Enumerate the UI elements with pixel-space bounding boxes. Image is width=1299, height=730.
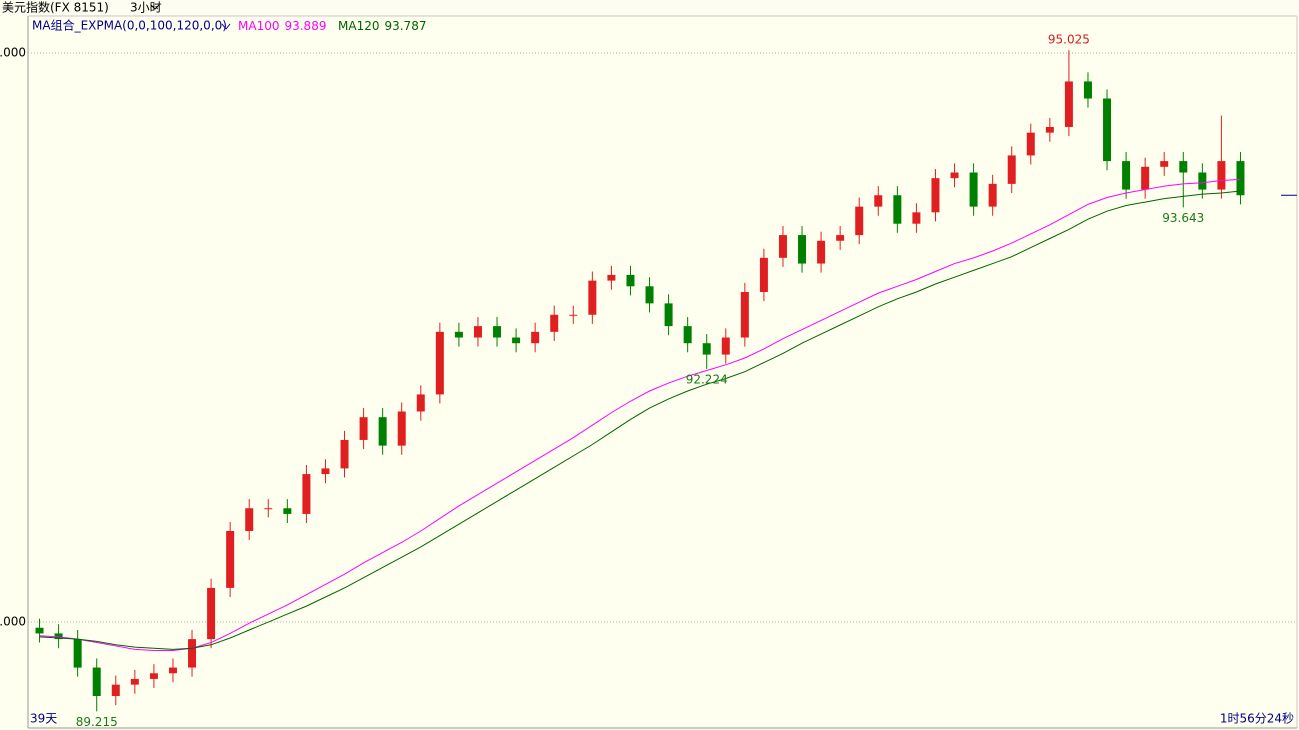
candle-body — [607, 274, 616, 281]
candle-body — [111, 684, 120, 697]
candle-body — [1083, 81, 1092, 99]
candle-body — [1026, 132, 1035, 156]
candle-body — [855, 206, 864, 236]
candle-body — [588, 280, 597, 315]
candle-body — [702, 343, 711, 355]
candle-body — [1217, 161, 1226, 190]
y-tick-label: 90.000 — [0, 615, 26, 629]
period-chevron[interactable] — [150, 4, 160, 10]
candle-body — [321, 468, 330, 475]
candle-body — [188, 639, 197, 668]
indicator-chevron[interactable] — [221, 23, 231, 30]
ma-line — [39, 178, 1241, 651]
candle-body — [950, 172, 959, 179]
candle-body — [340, 439, 349, 469]
candle-body — [1122, 161, 1131, 190]
legend-name: MA120 — [338, 19, 379, 33]
candle-body — [1236, 161, 1245, 196]
candle-body — [435, 331, 444, 395]
candle-body — [493, 326, 502, 338]
low-label: 92.224 — [686, 372, 728, 386]
candle-body — [1045, 126, 1054, 133]
candle-body — [1103, 98, 1112, 162]
candle-body — [893, 195, 902, 224]
high-label: 95.025 — [1048, 33, 1090, 47]
candle-body — [1064, 81, 1073, 127]
candle-body — [264, 508, 273, 510]
candle-body — [35, 627, 44, 634]
candle-body — [531, 331, 540, 344]
low-label: 93.643 — [1162, 211, 1204, 225]
candle-body — [168, 667, 177, 674]
candle-body — [207, 587, 216, 640]
period-select[interactable]: 3小时 — [130, 1, 162, 15]
candle-body — [1198, 172, 1207, 190]
candle-body — [645, 286, 654, 304]
candle-body — [836, 235, 845, 241]
chart-title: 美元指数(FX 8151) — [2, 0, 109, 15]
legend-entry: MA100 93.889 — [238, 19, 326, 33]
candle-body — [969, 172, 978, 207]
candle-body — [1179, 161, 1188, 173]
candle-body — [874, 195, 883, 207]
candle-body — [626, 274, 635, 287]
candle-body — [1141, 166, 1150, 190]
candle-body — [817, 240, 826, 264]
candle-body — [416, 394, 425, 412]
candle-body — [988, 183, 997, 207]
legend-entry: MA120 93.787 — [338, 19, 426, 33]
candle-body — [130, 678, 139, 685]
candle-body — [226, 530, 235, 588]
candle-body — [302, 474, 311, 514]
candle-body — [683, 326, 692, 344]
candle-body — [1160, 161, 1169, 167]
candle-body — [359, 417, 368, 440]
top-bar — [0, 0, 1299, 16]
candle-body — [664, 303, 673, 327]
ma-line — [39, 190, 1241, 650]
candle-body — [931, 178, 940, 213]
candle-body — [759, 257, 768, 292]
candle-body — [92, 667, 101, 697]
candle-body — [569, 314, 578, 316]
candle-body — [740, 291, 749, 338]
candle-body — [912, 212, 921, 224]
candle-body — [283, 508, 292, 514]
candle-body — [454, 331, 463, 338]
candle-body — [1007, 155, 1016, 184]
candle-body — [149, 673, 158, 679]
candle-body — [397, 411, 406, 446]
indicator-select[interactable]: MA组合_EXPMA(0,0,100,120,0,0) — [32, 18, 227, 33]
footer-left: 39天 — [30, 712, 57, 726]
candle-body — [473, 326, 482, 338]
candle-body — [721, 337, 730, 355]
candle-body — [245, 508, 254, 531]
candle-body — [73, 639, 82, 668]
y-tick-label: 95.000 — [0, 45, 26, 59]
legend-value: 93.889 — [284, 19, 326, 33]
footer-right: 1时56分24秒 — [1220, 712, 1294, 726]
low-label: 89.215 — [76, 715, 118, 729]
candle-body — [550, 314, 559, 332]
candle-body — [512, 337, 521, 344]
candle-body — [378, 417, 387, 446]
candle-body — [798, 235, 807, 264]
legend-name: MA100 — [238, 19, 279, 33]
candle-body — [778, 235, 787, 258]
legend-value: 93.787 — [384, 19, 426, 33]
candle-body — [54, 633, 63, 640]
